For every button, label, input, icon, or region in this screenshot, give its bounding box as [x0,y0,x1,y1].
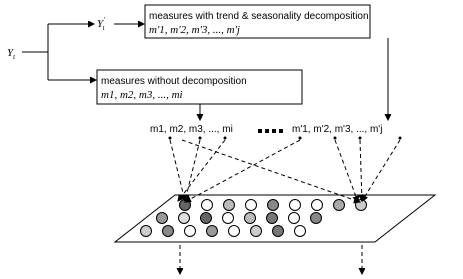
link [335,140,358,202]
transformed-symbol: Y't [97,16,106,32]
anchor-dot [359,137,362,140]
link [185,140,300,202]
dot [311,213,322,224]
dot [180,200,191,211]
dot [268,200,279,211]
dot [295,226,306,237]
box-title: measures with trend & seasonality decomp… [149,11,369,22]
transformed-sub: t [103,24,106,32]
dot [185,226,196,237]
pool-label: m1, m2, m3, ..., mi [150,124,233,135]
dot [224,200,235,211]
dot [246,200,257,211]
box-measures: m1, m2, m3, ..., mi [101,89,183,101]
box-measures: m'1, m'2, m'3, ..., m'j [149,24,240,36]
link [178,140,225,201]
dot [245,213,256,224]
dot [202,200,213,211]
dot [163,226,174,237]
link [360,140,362,201]
anchor-dot [334,137,337,140]
dot [289,213,300,224]
dot [141,226,152,237]
anchor-dot [399,137,402,140]
input-symbol: Yt [7,47,16,61]
dot [179,213,190,224]
link [182,140,360,202]
input-sub: t [13,53,16,61]
dot [273,226,284,237]
dot [229,226,240,237]
dot [207,226,218,237]
dot [201,213,212,224]
dot [157,213,168,224]
dot [267,213,278,224]
diagram: Yt Y't measures with trend & seasonality… [0,0,463,279]
pool-label: m'1, m'2, m'3, ..., m'j [292,124,382,135]
dot [251,226,262,237]
link [185,140,200,201]
link [362,140,400,201]
box-title: measures without decomposition [101,76,247,87]
dot [312,200,323,211]
links [169,137,402,203]
dot [223,213,234,224]
dot [290,200,301,211]
dot [334,200,345,211]
anchor-dot [169,137,172,140]
anchor-dot [299,137,302,140]
link [170,140,185,201]
anchor-dot [199,137,202,140]
transformed-prime: ' [103,16,105,24]
anchor-dot [224,137,227,140]
